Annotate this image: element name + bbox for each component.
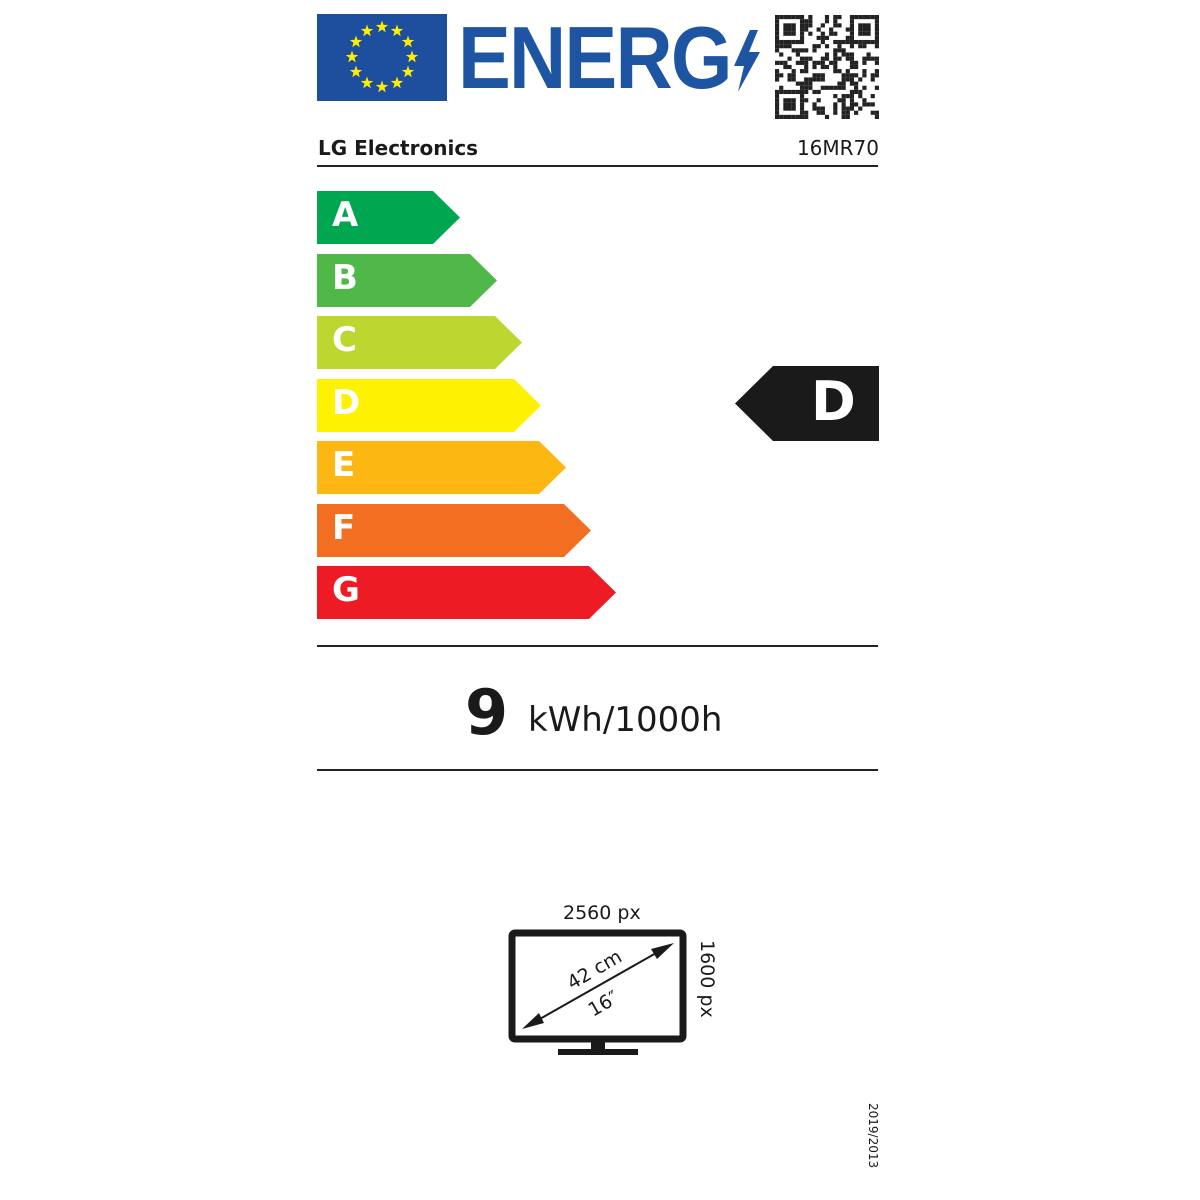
rating-indicator: D — [735, 366, 879, 441]
energy-class-a: A — [317, 191, 460, 244]
star-icon — [349, 35, 363, 48]
divider — [317, 645, 878, 647]
energy-class-letter: A — [332, 195, 359, 235]
star-icon — [345, 50, 359, 63]
star-icon — [375, 80, 389, 93]
divider — [317, 769, 878, 771]
energy-class-e: E — [317, 441, 566, 494]
star-icon — [360, 24, 374, 37]
star-icon — [390, 76, 404, 89]
energy-class-letter: B — [332, 257, 358, 298]
star-icon — [390, 24, 404, 37]
star-icon — [360, 76, 374, 89]
energy-class-b: B — [317, 253, 497, 307]
diagonal-inch: 16″ — [585, 987, 623, 1022]
energy-class-f: F — [317, 503, 591, 557]
energy-class-letter: E — [332, 445, 356, 485]
star-icon — [405, 50, 419, 63]
rating-letter: D — [811, 370, 856, 433]
energy-class-letter: D — [332, 382, 361, 423]
energy-class-d: D — [317, 378, 541, 432]
energy-class-c: C — [317, 316, 522, 369]
star-icon — [375, 20, 389, 33]
energy-class-letter: F — [332, 507, 356, 548]
monitor-icon: 42 cm 16″ — [508, 929, 687, 1055]
consumption-value: 9 — [465, 676, 509, 749]
consumption-unit: kWh/1000h — [528, 700, 723, 740]
star-icon — [401, 35, 415, 48]
divider — [317, 165, 878, 167]
regulation-number: 2019/2013 — [866, 1103, 880, 1169]
model-identifier: 16MR70 — [796, 136, 879, 160]
energy-class-letter: C — [332, 320, 357, 360]
eu-flag-logo — [317, 14, 447, 101]
screen-width-resolution: 2560 px — [563, 902, 641, 924]
energy-class-g: G — [317, 566, 616, 619]
star-icon — [401, 65, 415, 78]
qr-code[interactable] — [775, 15, 879, 119]
screen-height-resolution: 1600 px — [696, 940, 718, 1018]
energy-class-letter: G — [332, 570, 360, 610]
energy-logo-text: ENERG — [458, 8, 732, 107]
supplier-name: LG Electronics — [318, 136, 479, 160]
lightning-bolt-icon — [734, 30, 760, 92]
star-icon — [349, 65, 363, 78]
